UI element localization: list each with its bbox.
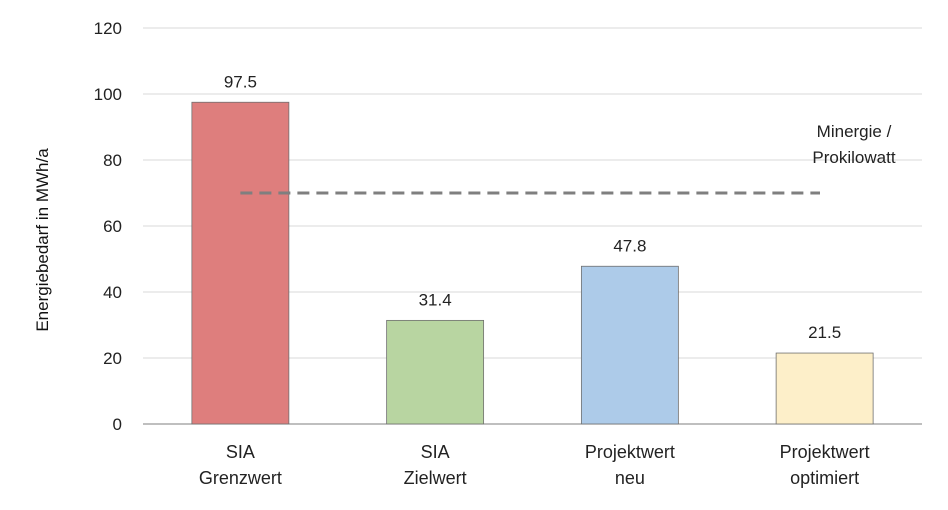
bar — [775, 352, 874, 425]
bars — [191, 101, 874, 425]
labels: 0 20 40 60 80 100 120 97.5 SIA Grenzwert 31.4 SIA Zi… — [94, 19, 870, 488]
y-tick-label: 100 — [94, 85, 122, 104]
reference-line-label: Minergie / Prokilowatt — [812, 122, 895, 167]
x-category-label: SIA Zielwert — [404, 442, 467, 488]
y-tick-label: 60 — [103, 217, 122, 236]
y-tick-label: 80 — [103, 151, 122, 170]
bar-value-label: 31.4 — [419, 290, 452, 309]
bar-value-label: 47.8 — [613, 236, 646, 255]
bar-value-label: 21.5 — [808, 323, 841, 342]
y-tick-label: 120 — [94, 19, 122, 38]
y-tick-label: 20 — [103, 349, 122, 368]
y-axis-label: Energiebedarf in MWh/a — [33, 148, 52, 332]
bar — [580, 265, 679, 425]
bar — [191, 101, 290, 425]
reference-line-group: Minergie / Prokilowatt — [240, 122, 896, 195]
x-category-label: Projektwert neu — [585, 442, 675, 488]
bar — [386, 319, 485, 425]
x-category-label: SIA Grenzwert — [199, 442, 282, 488]
x-category-label: Projektwert optimiert — [780, 442, 870, 488]
bar-value-label: 97.5 — [224, 72, 257, 91]
y-tick-label: 0 — [113, 415, 122, 434]
y-tick-label: 40 — [103, 283, 122, 302]
